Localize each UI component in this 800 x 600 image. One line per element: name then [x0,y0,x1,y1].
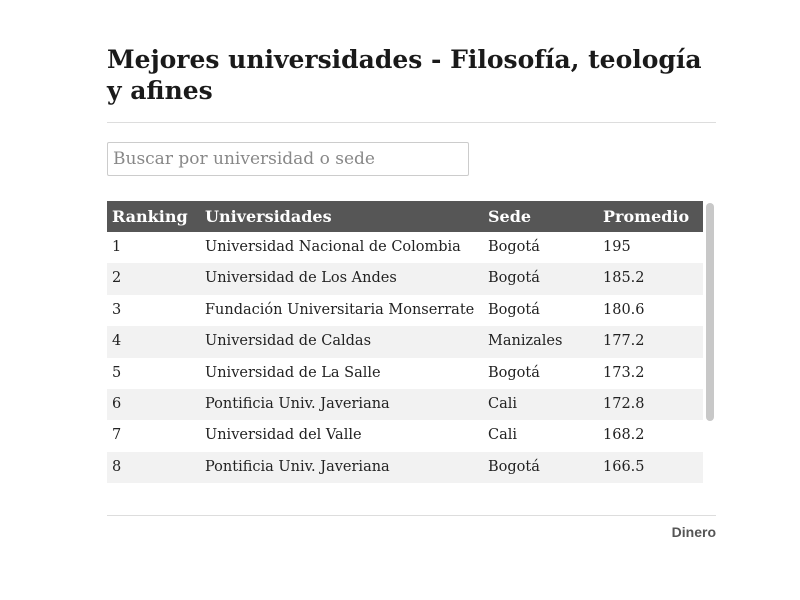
table-row: 1 Universidad Nacional de Colombia Bogotá 1… [107,232,703,263]
table-cell: 166.5 [603,458,645,475]
table-cell: Cali [488,427,518,444]
table-cell: 185.2 [603,270,645,287]
table-cell: Universidad del Valle [205,427,362,444]
table-cell: Bogotá [488,239,540,255]
table-row: 6 Pontificia Univ. Javeriana Cali 172.8 [107,388,703,421]
brand: Dinero [671,524,716,540]
table-cell: 195 [603,239,631,255]
table-cell: Bogotá [488,458,540,475]
search-box[interactable]: Buscar por universidad o sede [107,142,469,176]
column-header: Promedio [603,207,690,226]
table-cell: 3 [112,301,122,318]
table-cell: Universidad de Los Andes [205,270,397,287]
table-cell: 7 [112,427,122,444]
table-cell: 172.8 [603,395,645,412]
scrollbar[interactable] [706,203,714,421]
table-cell: 177.2 [603,333,645,350]
table-row: 3 Fundación Universitaria Monserrate Bogot… [107,295,703,326]
table-cell: 5 [112,364,122,381]
table-cell: Pontificia Univ. Javeriana [205,395,390,412]
table-cell: Cali [488,395,518,412]
table-row: 2 Universidad de Los Andes Bogotá 185.2 [107,263,703,295]
table-cell: 4 [112,333,122,350]
table-cell: Universidad de La Salle [205,364,381,381]
divider [107,515,716,516]
table: Ranking Universidades Sede Promedio 1 Univers… [107,201,703,497]
column-header: Ranking [112,207,188,226]
table-cell: Manizales [488,333,563,350]
table-cell: Bogotá [488,301,540,318]
divider [107,122,716,123]
title: Mejores universidades - Filosofía, teolo… [107,45,702,105]
column-header: Universidades [205,207,332,226]
table-row: 8 Pontificia Univ. Javeriana Bogotá 166.5 [107,451,703,484]
table-cell: 168.2 [603,427,645,444]
table-cell: 1 [112,239,122,255]
table-cell: Fundación Universitaria Monserrate [205,301,475,318]
table-cell: 6 [112,395,122,412]
table-cell: Universidad de Caldas [205,333,372,350]
table-cell: 2 [112,270,122,287]
table-cell: 180.6 [603,301,645,318]
table-cell: Bogotá [488,270,540,287]
header-row: Ranking Universidades Sede Promedio [107,201,703,232]
table-cell: Bogotá [488,364,540,381]
table-cell: 173.2 [603,364,645,381]
table-cell: Pontificia Univ. Javeriana [205,458,390,475]
table-row: 7 Universidad del Valle Cali 168.2 [107,420,703,451]
table-row: 4 Universidad de Caldas Manizales 177.2 [107,326,703,358]
column-header: Sede [488,207,532,226]
table-cell: 8 [112,458,122,475]
table-row: 5 Universidad de La Salle Bogotá 173.2 [107,358,703,389]
table-cell: Universidad Nacional de Colombia [205,239,461,255]
